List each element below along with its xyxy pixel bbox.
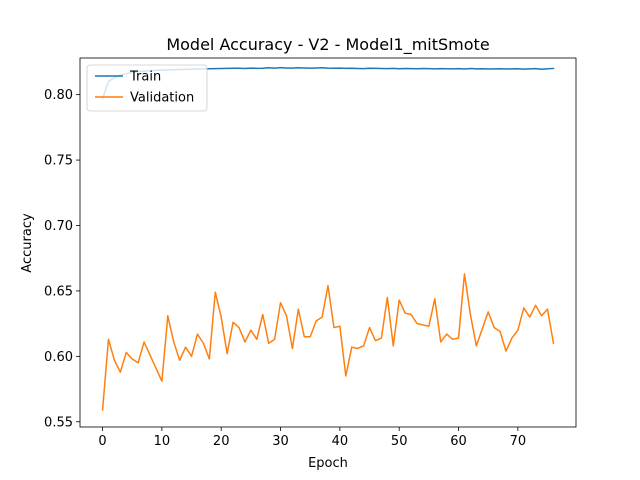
y-tick-label: 0.60	[44, 350, 73, 365]
y-tick-label: 0.70	[44, 219, 73, 234]
x-tick-label: 60	[450, 434, 467, 449]
series-line-validation	[101, 273, 555, 411]
x-tick-label: 40	[332, 434, 349, 449]
x-axis-label: Epoch	[308, 456, 348, 471]
y-axis-label: Accuracy	[20, 213, 35, 273]
x-tick-label: 30	[272, 434, 289, 449]
y-tick-label: 0.65	[44, 284, 73, 299]
x-tick-label: 20	[213, 434, 230, 449]
y-tick-label: 0.80	[44, 88, 73, 103]
axes-frame	[79, 57, 577, 428]
legend-label-train: Train	[129, 70, 161, 85]
x-tick-label: 50	[391, 434, 408, 449]
x-tick-label: 0	[98, 434, 106, 449]
y-tick-label: 0.55	[44, 415, 73, 430]
legend: Train Validation	[86, 64, 208, 112]
x-tick-label: 70	[510, 434, 527, 449]
legend-label-validation: Validation	[130, 91, 194, 106]
y-tick-label: 0.75	[44, 154, 73, 169]
x-tick-label: 10	[154, 434, 171, 449]
plot-area: 0 10 20 30 40 50 60 70 0.55 0.60 0.65 0.70 0.75 0.80	[44, 57, 577, 449]
chart-title: Model Accuracy - V2 - Model1_mitSmote	[166, 35, 489, 55]
